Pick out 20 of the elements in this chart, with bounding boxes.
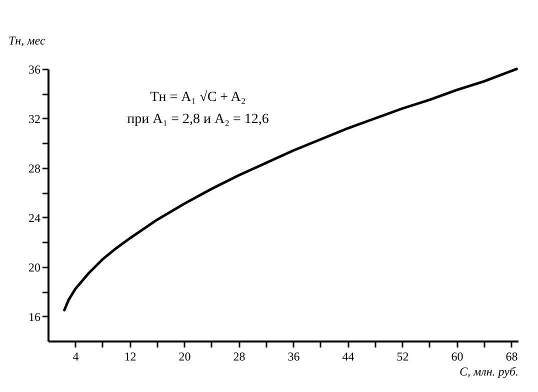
x-tick-label: 12: [124, 350, 136, 364]
y-tick-label: 24: [28, 210, 40, 225]
y-tick-label: 20: [28, 260, 40, 274]
annotation: Tн = A₁ √C + A₂: [150, 89, 246, 105]
y-tick-label: 16: [28, 310, 40, 324]
y-tick-label: 28: [28, 161, 40, 176]
y-tick-label: 36: [28, 62, 40, 76]
x-tick-label: 36: [288, 350, 300, 364]
line-series: [63, 68, 518, 312]
x-tick-label: 20: [178, 350, 191, 364]
x-tick-label: 68: [506, 350, 518, 364]
x-tick-label: 4: [72, 350, 79, 364]
x-tick-label: 44: [342, 350, 354, 364]
x-axis-title: C, млн. руб.: [459, 364, 518, 378]
x-tick-label: 52: [396, 350, 409, 364]
annotation: при A₁ = 2,8 и A₂ = 12,6: [127, 112, 269, 127]
y-axis-title: Tн, мес: [8, 34, 46, 48]
x-tick-label: 60: [451, 350, 464, 364]
x-tick-label: 28: [233, 350, 246, 364]
y-tick-label: 32: [28, 112, 40, 126]
